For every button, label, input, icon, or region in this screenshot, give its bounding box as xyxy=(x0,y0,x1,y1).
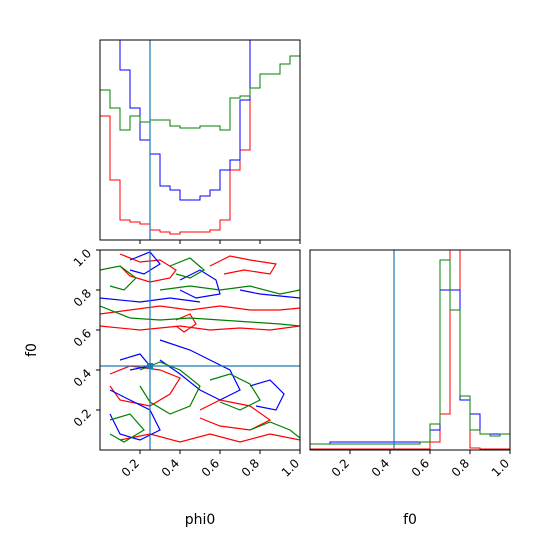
phi0-axis-tick-label-1: 0.4 xyxy=(159,456,182,479)
phi0-histogram-panel xyxy=(99,39,301,244)
contour-series-1-path-0 xyxy=(129,251,161,275)
f0-y-tick-label-2: 0.6 xyxy=(71,326,94,349)
f0-axis-tick-label-2: 0.6 xyxy=(409,456,432,479)
f0-axis-tick-label-3: 0.8 xyxy=(449,456,472,479)
contour-series-1-path-3 xyxy=(100,297,201,303)
contour-series-0-path-4 xyxy=(175,313,197,333)
phi0-histogram-frame xyxy=(99,39,301,241)
contour-series-2-path-7 xyxy=(249,421,300,439)
joint-contour-frame xyxy=(99,249,301,451)
f0-y-tick-label-3: 0.8 xyxy=(71,286,94,309)
contour-series-0-path-6 xyxy=(199,399,272,431)
contour-series-2-path-3 xyxy=(169,257,206,279)
x-axis-label-phi0: phi0 xyxy=(185,512,216,528)
f0-histogram-panel: 0.2 0.4 0.6 0.8 1.0 xyxy=(309,249,512,480)
contour-series-2-path-2 xyxy=(100,305,300,327)
y-axis-label-f0: f0 xyxy=(24,343,40,357)
contour-series-2-path-5 xyxy=(209,373,261,411)
contour-series-0-path-1 xyxy=(209,255,277,275)
x-axis-label-f0: f0 xyxy=(403,512,417,528)
phi0-axis-tick-label-4: 1.0 xyxy=(279,456,302,479)
contour-series-2-path-4 xyxy=(139,361,201,415)
contour-series-0-path-3 xyxy=(100,325,300,331)
phi0-axis-tick-label-2: 0.6 xyxy=(199,456,222,479)
f0-hist-series-0 xyxy=(310,250,510,450)
contour-series-0-path-2 xyxy=(100,305,300,315)
f0-y-tick-label-1: 0.4 xyxy=(71,366,94,389)
phi0-axis-tick-label-3: 0.8 xyxy=(239,456,262,479)
f0-histogram-frame xyxy=(309,249,511,451)
phi0-axis-tick-label-0: 0.2 xyxy=(119,456,142,479)
contour-series-0-path-0 xyxy=(119,253,177,283)
contour-series-2-path-6 xyxy=(109,413,145,443)
contour-series-1-path-7 xyxy=(119,353,152,371)
contour-series-1-path-1 xyxy=(179,269,221,299)
f0-hist-series-1 xyxy=(310,289,510,445)
contour-series-2-path-0 xyxy=(100,265,137,291)
phi0-hist-series-1 xyxy=(109,40,261,201)
f0-y-tick-label-4: 1.0 xyxy=(71,246,94,269)
contour-series-1-path-4 xyxy=(159,339,241,401)
f0-axis-tick-label-1: 0.4 xyxy=(369,456,392,479)
f0-y-tick-label-0: 0.2 xyxy=(71,406,94,429)
contour-series-0-path-5 xyxy=(109,365,181,407)
f0-axis-tick-label-4: 1.0 xyxy=(489,456,512,479)
joint-contour-panel: 0.2 0.4 0.6 0.8 1.0 0.2 0.4 0.6 0.8 1.0 xyxy=(71,246,302,479)
contour-truth-marker xyxy=(147,363,153,369)
contour-series-0-path-7 xyxy=(119,433,300,443)
f0-axis-tick-label-0: 0.2 xyxy=(329,456,352,479)
contour-series-2-path-1 xyxy=(159,285,300,295)
contour-series-1-path-5 xyxy=(109,389,161,441)
phi0-hist-series-2 xyxy=(100,55,300,131)
contour-series-1-path-6 xyxy=(249,379,285,411)
contour-series-1-path-2 xyxy=(239,289,300,299)
f0-hist-series-2 xyxy=(310,259,510,445)
